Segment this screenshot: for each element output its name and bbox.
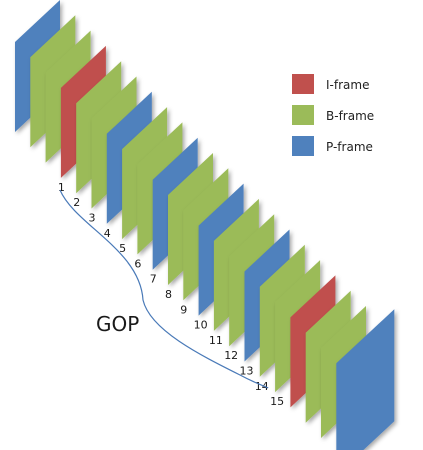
legend-swatch-p bbox=[292, 136, 314, 156]
frame-number-11: 11 bbox=[209, 334, 223, 347]
legend-label-b: B-frame bbox=[326, 109, 374, 123]
legend-label-i: I-frame bbox=[326, 78, 369, 92]
frame-number-15: 15 bbox=[270, 395, 284, 408]
p-frame-22 bbox=[336, 309, 395, 450]
frame-number-2: 2 bbox=[73, 196, 80, 209]
frame-stack bbox=[15, 0, 395, 450]
legend-label-p: P-frame bbox=[326, 140, 373, 154]
legend-swatch-i bbox=[292, 74, 314, 94]
gop-brace bbox=[59, 189, 269, 389]
frame-number-14: 14 bbox=[255, 380, 269, 393]
frame-number-1: 1 bbox=[58, 181, 65, 194]
frame-number-7: 7 bbox=[150, 273, 157, 286]
legend-swatch-b bbox=[292, 105, 314, 125]
frame-number-8: 8 bbox=[165, 288, 172, 301]
frame-number-10: 10 bbox=[194, 319, 208, 332]
frame-number-9: 9 bbox=[180, 303, 187, 316]
frame-number-6: 6 bbox=[134, 257, 141, 270]
gop-label: GOP bbox=[96, 312, 139, 336]
frame-number-4: 4 bbox=[104, 227, 111, 240]
frame-number-12: 12 bbox=[224, 349, 238, 362]
legend: I-frame B-frame P-frame bbox=[292, 74, 374, 156]
frame-number-5: 5 bbox=[119, 242, 126, 255]
frame-number-13: 13 bbox=[240, 365, 254, 378]
frame-number-3: 3 bbox=[89, 212, 96, 225]
